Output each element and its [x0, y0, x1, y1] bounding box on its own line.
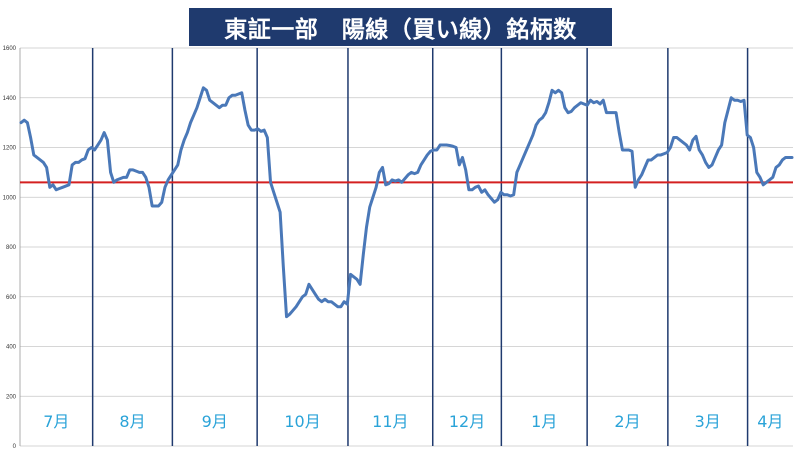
y-tick-label: 200: [6, 394, 17, 400]
month-label: 2月: [614, 412, 640, 431]
grid-lines: [19, 47, 793, 447]
month-dividers: [91, 48, 749, 446]
y-tick-label: 1600: [3, 46, 17, 52]
y-axis-ticks: 0 200 400 600 800 1000 1200 1400 1600: [3, 46, 17, 450]
y-tick-label: 1400: [3, 96, 17, 102]
y-tick-label: 400: [6, 345, 17, 351]
month-label: 3月: [695, 412, 721, 431]
month-label: 7月: [43, 412, 69, 431]
month-label: 9月: [202, 412, 228, 431]
month-labels: 7月 8月 9月 10月 11月 12月 1月 2月 3月 4月: [43, 412, 783, 431]
y-tick-label: 1200: [3, 146, 17, 152]
month-label: 8月: [119, 412, 145, 431]
series-line: [19, 86, 794, 319]
month-label: 11月: [372, 412, 408, 431]
month-label: 12月: [449, 412, 485, 431]
y-tick-label: 800: [6, 245, 17, 251]
chart-title: 東証一部 陽線（買い線）銘柄数: [189, 8, 612, 46]
month-label: 1月: [531, 412, 557, 431]
month-label: 4月: [757, 412, 783, 431]
y-tick-label: 600: [6, 295, 17, 301]
y-tick-label: 0: [13, 444, 17, 450]
month-label: 10月: [284, 412, 320, 431]
y-tick-label: 1000: [3, 195, 17, 201]
